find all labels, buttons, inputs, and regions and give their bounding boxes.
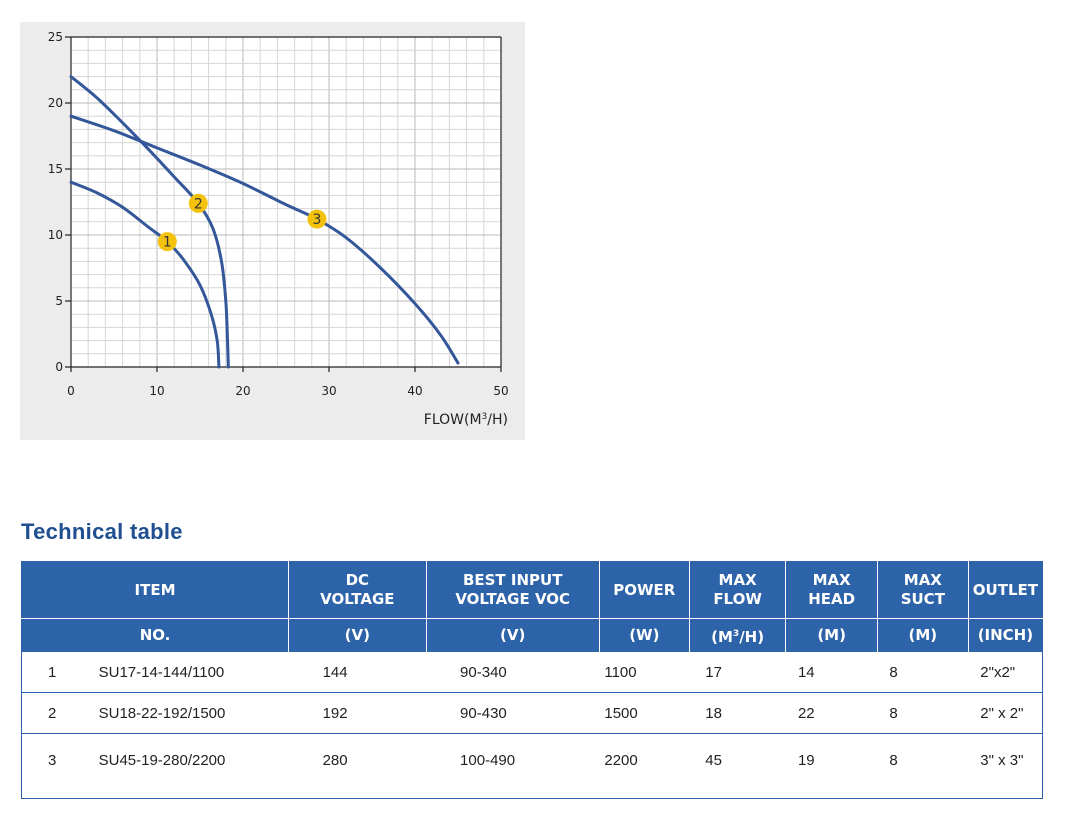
unit-no: NO. <box>21 618 290 652</box>
cell-dc: 192 <box>288 692 427 734</box>
unit-suct: (M) <box>877 618 969 652</box>
chart-grid <box>70 36 502 368</box>
cell-best: 90-340 <box>426 652 600 693</box>
x-tick-label: 0 <box>67 384 75 398</box>
x-tick-label: 20 <box>235 384 250 398</box>
plot-area <box>71 37 501 367</box>
cell-suct: 8 <box>877 733 969 799</box>
series-marker-3 <box>307 209 327 229</box>
x-axis-label-part: FLOW(M <box>424 412 482 428</box>
unit-flow: (M3/H) <box>689 618 787 652</box>
unit-outlet: (INCH) <box>968 618 1043 652</box>
cell-no: 2 <box>21 692 99 734</box>
x-tick-label: 40 <box>407 384 422 398</box>
unit-best: (V) <box>426 618 600 652</box>
cell-flow: 17 <box>689 652 786 693</box>
x-tick-label: 30 <box>321 384 336 398</box>
cell-best: 100-490 <box>426 733 600 799</box>
cell-item: SU45-19-280/2200 <box>98 733 289 799</box>
cell-dc: 144 <box>288 652 427 693</box>
x-tick-label: 50 <box>493 384 508 398</box>
cell-outlet: 3" x 3" <box>968 733 1043 799</box>
table-header-row: ITEM DC VOLTAGE BEST INPUT VOLTAGE VOC POW… <box>21 561 1043 619</box>
header-max-head: MAX HEAD <box>785 561 878 619</box>
table-row: 1 SU17-14-144/1100 144 90-340 1100 17 14… <box>21 652 1043 693</box>
header-suct-line1: MAX <box>903 571 942 589</box>
series-line-3 <box>69 114 460 365</box>
table-row: 2 SU18-22-192/1500 192 90-430 1500 18 22… <box>21 692 1043 734</box>
cell-dc: 280 <box>288 733 427 799</box>
unit-flow-post: /H) <box>739 627 765 646</box>
y-tick-label: 15 <box>48 162 63 176</box>
cell-item: SU18-22-192/1500 <box>98 692 289 734</box>
cell-no: 3 <box>21 733 99 799</box>
cell-head: 19 <box>785 733 878 799</box>
cell-no: 1 <box>21 652 99 693</box>
y-tick-label: 10 <box>48 228 63 242</box>
y-tick-label: 0 <box>55 360 63 374</box>
unit-power: (W) <box>599 618 690 652</box>
chart-axes: 0 5 10 15 20 25 0 10 20 30 40 50 <box>48 30 509 398</box>
series-marker-1 <box>157 232 177 252</box>
cell-flow: 18 <box>689 692 786 734</box>
header-flow-line2: FLOW <box>713 590 762 608</box>
cell-flow: 45 <box>689 733 786 799</box>
y-tick-label: 5 <box>55 294 63 308</box>
y-tick-label: 25 <box>48 30 63 44</box>
x-axis-label: FLOW(M3/H) <box>424 412 508 428</box>
cell-power: 1100 <box>599 652 690 693</box>
unit-flow-pre: (M <box>711 627 733 646</box>
x-axis-label-part: /H) <box>487 412 508 428</box>
cell-head: 14 <box>785 652 878 693</box>
cell-power: 1500 <box>599 692 690 734</box>
cell-suct: 8 <box>877 652 969 693</box>
table-unit-row: NO. (V) (V) (W) (M3/H) (M) (M) (INCH) <box>21 618 1043 652</box>
header-best-input: BEST INPUT VOLTAGE VOC <box>426 561 600 619</box>
unit-dc: (V) <box>288 618 427 652</box>
header-head-line1: MAX <box>812 571 851 589</box>
technical-table: ITEM DC VOLTAGE BEST INPUT VOLTAGE VOC POW… <box>21 561 1043 799</box>
series-marker-2 <box>188 193 208 213</box>
series-marker-label-1: 1 <box>163 235 172 251</box>
header-suct-line2: SUCT <box>900 590 945 608</box>
cell-best: 90-430 <box>426 692 600 734</box>
x-axis-label-superscript: 3 <box>482 412 488 422</box>
unit-head: (M) <box>785 618 878 652</box>
section-title: Technical table <box>21 519 183 544</box>
header-outlet: OUTLET <box>968 561 1043 619</box>
unit-flow-sup: 3 <box>732 628 740 639</box>
chart-series: 1 2 3 <box>69 75 460 369</box>
series-line-1 <box>69 180 221 369</box>
series-marker-label-3: 3 <box>312 212 321 228</box>
table-row: 3 SU45-19-280/2200 280 100-490 2200 45 1… <box>21 733 1043 799</box>
cell-item: SU17-14-144/1100 <box>98 652 289 693</box>
y-tick-label: 20 <box>48 96 63 110</box>
header-power: POWER <box>599 561 690 619</box>
header-max-suct: MAX SUCT <box>877 561 969 619</box>
header-dc-line2: VOLTAGE <box>320 590 395 608</box>
header-head-line2: HEAD <box>808 590 856 608</box>
cell-outlet: 2"x2" <box>968 652 1043 693</box>
cell-power: 2200 <box>599 733 690 799</box>
x-tick-label: 10 <box>149 384 164 398</box>
header-best-line2: VOLTAGE VOC <box>455 590 571 608</box>
header-dc-voltage: DC VOLTAGE <box>288 561 427 619</box>
cell-suct: 8 <box>877 692 969 734</box>
header-flow-line1: MAX <box>718 571 757 589</box>
cell-outlet: 2" x 2" <box>968 692 1043 734</box>
header-max-flow: MAX FLOW <box>689 561 787 619</box>
series-marker-label-2: 2 <box>194 196 203 212</box>
header-best-line1: BEST INPUT <box>462 571 563 589</box>
cell-head: 22 <box>785 692 878 734</box>
header-item: ITEM <box>21 561 290 619</box>
header-dc-line1: DC <box>345 571 370 589</box>
